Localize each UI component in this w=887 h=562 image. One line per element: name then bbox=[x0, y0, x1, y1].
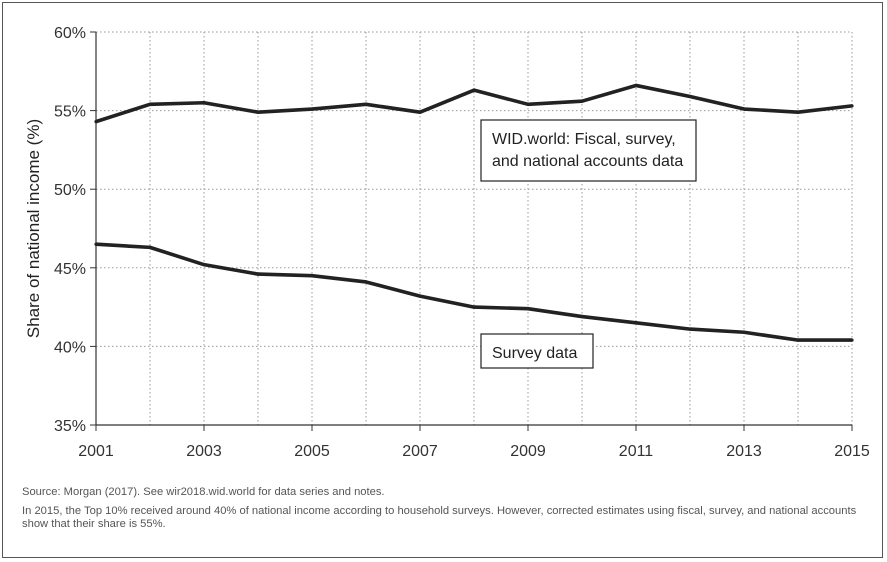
data-point bbox=[742, 330, 746, 334]
data-point bbox=[796, 110, 800, 114]
data-point bbox=[364, 280, 368, 284]
data-point bbox=[634, 83, 638, 88]
data-point bbox=[850, 104, 854, 108]
data-point bbox=[742, 107, 746, 111]
data-point bbox=[202, 101, 206, 105]
data-point bbox=[634, 321, 638, 325]
data-point bbox=[310, 107, 314, 111]
data-point bbox=[256, 110, 260, 114]
data-point bbox=[148, 245, 152, 249]
y-tick-label: 60% bbox=[54, 25, 86, 42]
y-tick-label: 55% bbox=[54, 104, 86, 121]
x-tick-label: 2013 bbox=[726, 443, 762, 460]
series-label-box bbox=[480, 333, 594, 369]
data-point bbox=[472, 305, 476, 309]
data-point bbox=[688, 94, 692, 99]
data-point bbox=[688, 327, 692, 331]
x-tick-label: 2007 bbox=[402, 443, 438, 460]
data-point bbox=[526, 307, 530, 311]
y-tick-label: 45% bbox=[54, 261, 86, 278]
data-point bbox=[310, 274, 314, 278]
line-chart: 35% 40% 45% 50% 55% 60% 2001 2003 2005 2007 2009 20… bbox=[24, 25, 870, 460]
data-point bbox=[418, 294, 422, 298]
x-tick-label: 2009 bbox=[510, 443, 546, 460]
data-point bbox=[94, 120, 98, 124]
data-point bbox=[580, 314, 584, 319]
x-tick-label: 2015 bbox=[834, 443, 870, 460]
x-tick-label: 2005 bbox=[294, 443, 330, 460]
x-tick-label: 2001 bbox=[78, 443, 114, 460]
data-point bbox=[526, 102, 530, 106]
series-label-box bbox=[480, 119, 697, 182]
data-point bbox=[850, 338, 854, 342]
y-tick-label: 35% bbox=[54, 418, 86, 435]
series-label: WID.world: Fiscal, survey, bbox=[492, 131, 676, 148]
source-note: Source: Morgan (2017). See wir2018.wid.w… bbox=[22, 486, 385, 498]
x-tick-label: 2003 bbox=[186, 443, 222, 460]
data-point bbox=[418, 110, 422, 114]
series-label: and national accounts data bbox=[492, 153, 683, 170]
data-point bbox=[202, 263, 206, 267]
caption-note: In 2015, the Top 10% received around 40%… bbox=[22, 505, 857, 530]
data-point bbox=[148, 102, 152, 106]
y-tick-label: 40% bbox=[54, 339, 86, 356]
data-point bbox=[94, 242, 98, 246]
y-tick-label: 50% bbox=[54, 182, 86, 199]
series-label: Survey data bbox=[492, 345, 577, 362]
x-tick-label: 2011 bbox=[619, 443, 654, 460]
data-point bbox=[472, 88, 476, 92]
y-axis-title: Share of national income (%) bbox=[24, 119, 43, 338]
data-point bbox=[364, 102, 368, 106]
data-point bbox=[580, 99, 584, 103]
data-point bbox=[796, 338, 800, 342]
data-point bbox=[256, 272, 260, 276]
